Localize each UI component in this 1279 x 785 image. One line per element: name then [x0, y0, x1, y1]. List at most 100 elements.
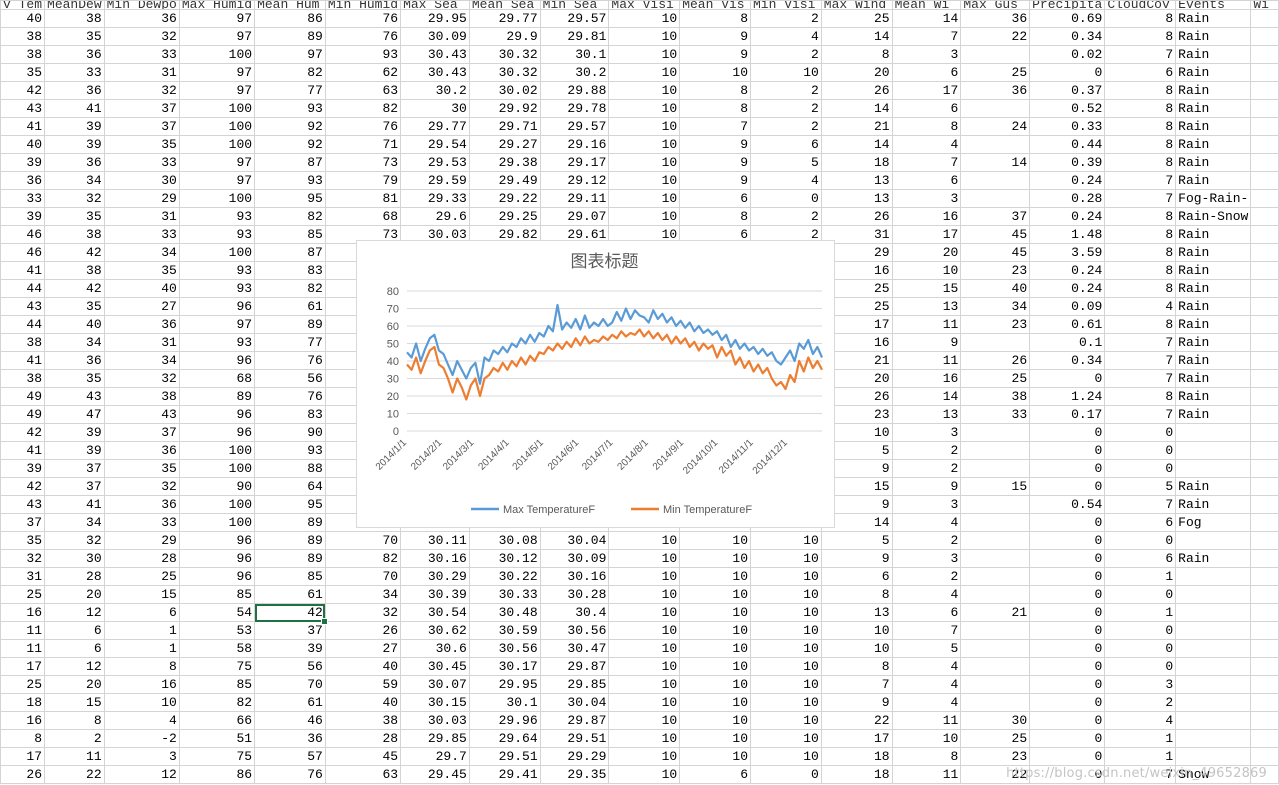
- table-cell[interactable]: 0: [1104, 459, 1177, 478]
- table-cell[interactable]: 10: [608, 99, 681, 118]
- column-header[interactable]: Max Sea: [400, 0, 470, 10]
- table-cell[interactable]: 4: [750, 171, 822, 190]
- table-cell[interactable]: [1175, 567, 1252, 586]
- table-cell[interactable]: 4: [1104, 711, 1177, 730]
- table-cell[interactable]: 10: [750, 747, 822, 766]
- table-cell[interactable]: 100: [178, 117, 256, 136]
- table-cell[interactable]: 10: [750, 657, 822, 676]
- table-cell[interactable]: 41: [0, 441, 46, 460]
- table-cell[interactable]: 61: [254, 693, 326, 712]
- table-cell[interactable]: 25: [0, 675, 46, 694]
- table-cell[interactable]: [1250, 153, 1279, 172]
- table-cell[interactable]: 76: [254, 765, 326, 784]
- table-cell[interactable]: [1175, 621, 1252, 640]
- table-cell[interactable]: 25: [820, 9, 893, 28]
- table-cell[interactable]: 29.51: [468, 747, 541, 766]
- table-cell[interactable]: 35: [44, 369, 105, 388]
- table-cell[interactable]: 62: [324, 63, 402, 82]
- table-cell[interactable]: [1175, 423, 1252, 442]
- table-cell[interactable]: [1175, 693, 1252, 712]
- table-cell[interactable]: 82: [254, 207, 326, 226]
- table-cell[interactable]: 97: [178, 153, 256, 172]
- table-cell[interactable]: 39: [44, 117, 105, 136]
- table-cell[interactable]: Rain: [1175, 81, 1252, 100]
- table-cell[interactable]: 8: [679, 207, 751, 226]
- table-cell[interactable]: 10: [608, 189, 681, 208]
- table-cell[interactable]: 31: [103, 207, 180, 226]
- table-cell[interactable]: 96: [178, 531, 256, 550]
- table-cell[interactable]: 8: [1104, 81, 1177, 100]
- table-cell[interactable]: 76: [324, 117, 402, 136]
- table-cell[interactable]: 30: [103, 171, 180, 190]
- table-cell[interactable]: 1: [1104, 603, 1177, 622]
- table-cell[interactable]: 9: [679, 153, 751, 172]
- table-cell[interactable]: 3: [891, 495, 962, 514]
- table-cell[interactable]: 30.03: [400, 711, 470, 730]
- table-cell[interactable]: 8: [1104, 279, 1177, 298]
- table-cell[interactable]: 0: [1029, 603, 1106, 622]
- table-cell[interactable]: [960, 171, 1031, 190]
- table-cell[interactable]: 42: [44, 243, 105, 262]
- table-cell[interactable]: 8: [1104, 243, 1177, 262]
- table-cell[interactable]: 16: [103, 675, 180, 694]
- table-cell[interactable]: [1250, 243, 1279, 262]
- table-cell[interactable]: 56: [254, 657, 326, 676]
- table-cell[interactable]: [960, 459, 1031, 478]
- table-cell[interactable]: 51: [178, 729, 256, 748]
- table-cell[interactable]: 75: [178, 747, 256, 766]
- table-cell[interactable]: 29.92: [468, 99, 541, 118]
- table-cell[interactable]: 1.48: [1029, 225, 1106, 244]
- table-cell[interactable]: 29.77: [468, 9, 541, 28]
- table-cell[interactable]: 30.62: [400, 621, 470, 640]
- table-cell[interactable]: 30.4: [539, 603, 610, 622]
- table-cell[interactable]: 100: [178, 135, 256, 154]
- table-cell[interactable]: 6: [891, 603, 962, 622]
- table-cell[interactable]: [960, 513, 1031, 532]
- table-cell[interactable]: [1250, 693, 1279, 712]
- table-cell[interactable]: 14: [891, 9, 962, 28]
- table-cell[interactable]: 14: [891, 387, 962, 406]
- table-cell[interactable]: 20: [44, 585, 105, 604]
- table-cell[interactable]: 93: [254, 171, 326, 190]
- table-cell[interactable]: 30: [44, 549, 105, 568]
- table-cell[interactable]: [1175, 531, 1252, 550]
- table-cell[interactable]: 17: [891, 225, 962, 244]
- table-cell[interactable]: 92: [254, 117, 326, 136]
- table-cell[interactable]: [1250, 333, 1279, 352]
- table-cell[interactable]: 39: [254, 639, 326, 658]
- table-cell[interactable]: 29: [103, 531, 180, 550]
- table-cell[interactable]: 20: [820, 63, 893, 82]
- table-cell[interactable]: 2: [891, 531, 962, 550]
- table-cell[interactable]: 29.53: [400, 153, 470, 172]
- table-cell[interactable]: 89: [254, 513, 326, 532]
- table-cell[interactable]: 30.07: [400, 675, 470, 694]
- table-cell[interactable]: 6: [891, 99, 962, 118]
- table-cell[interactable]: [1175, 711, 1252, 730]
- table-cell[interactable]: 10: [750, 603, 822, 622]
- table-cell[interactable]: 7: [1104, 351, 1177, 370]
- table-cell[interactable]: 7: [1104, 171, 1177, 190]
- table-cell[interactable]: 21: [820, 117, 893, 136]
- table-cell[interactable]: 37: [0, 513, 46, 532]
- table-cell[interactable]: 40: [324, 657, 402, 676]
- selection-fill-handle[interactable]: [321, 617, 329, 625]
- table-cell[interactable]: [1250, 639, 1279, 658]
- table-cell[interactable]: 5: [750, 153, 822, 172]
- table-cell[interactable]: 30.6: [400, 639, 470, 658]
- table-cell[interactable]: 29.88: [539, 81, 610, 100]
- column-header[interactable]: Wi: [1250, 0, 1279, 10]
- table-cell[interactable]: 90: [254, 423, 326, 442]
- table-cell[interactable]: 40: [960, 279, 1031, 298]
- table-cell[interactable]: 32: [0, 549, 46, 568]
- table-cell[interactable]: 34: [44, 171, 105, 190]
- table-cell[interactable]: Rain: [1175, 27, 1252, 46]
- column-header[interactable]: CloudCov: [1104, 0, 1177, 10]
- table-cell[interactable]: 13: [891, 405, 962, 424]
- table-cell[interactable]: 89: [178, 387, 256, 406]
- table-cell[interactable]: 75: [178, 657, 256, 676]
- table-cell[interactable]: 8: [1104, 153, 1177, 172]
- table-cell[interactable]: 0.24: [1029, 261, 1106, 280]
- table-cell[interactable]: 31: [103, 333, 180, 352]
- table-cell[interactable]: 92: [254, 135, 326, 154]
- table-cell[interactable]: Rain: [1175, 153, 1252, 172]
